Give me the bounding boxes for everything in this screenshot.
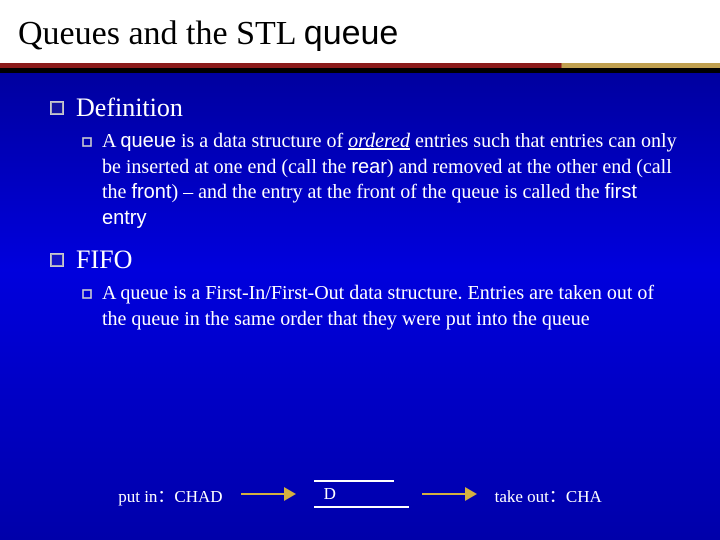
small-box-bullet-icon <box>82 289 92 299</box>
section-body: A queue is a First-In/First-Out data str… <box>82 281 680 332</box>
section-body: A queue is a data structure of ordered e… <box>82 129 680 231</box>
take-out-label: take out：CHA <box>495 482 602 507</box>
footer-row: put in：CHAD D take out：CHA <box>0 480 720 508</box>
small-box-bullet-icon <box>82 137 92 147</box>
arrow-icon <box>241 487 296 501</box>
section-heading: Definition <box>50 93 680 123</box>
box-bullet-icon <box>50 253 64 267</box>
slide-title: Queues and the STL queue <box>18 14 702 53</box>
section-body-text: A queue is a data structure of ordered e… <box>102 129 680 231</box>
queue-box-label: D <box>324 484 336 504</box>
title-mono: queue <box>304 14 399 52</box>
section-heading: FIFO <box>50 245 680 275</box>
arrow-icon <box>422 487 477 501</box>
box-bullet-icon <box>50 101 64 115</box>
section-heading-text: FIFO <box>76 245 132 275</box>
section-body-text: A queue is a First-In/First-Out data str… <box>102 281 680 332</box>
section-heading-text: Definition <box>76 93 183 123</box>
title-prefix: Queues and the STL <box>18 15 304 52</box>
queue-box: D <box>314 480 404 508</box>
title-bar: Queues and the STL queue <box>0 0 720 63</box>
put-in-label: put in：CHAD <box>118 482 222 507</box>
slide-content: Definition A queue is a data structure o… <box>0 73 720 333</box>
